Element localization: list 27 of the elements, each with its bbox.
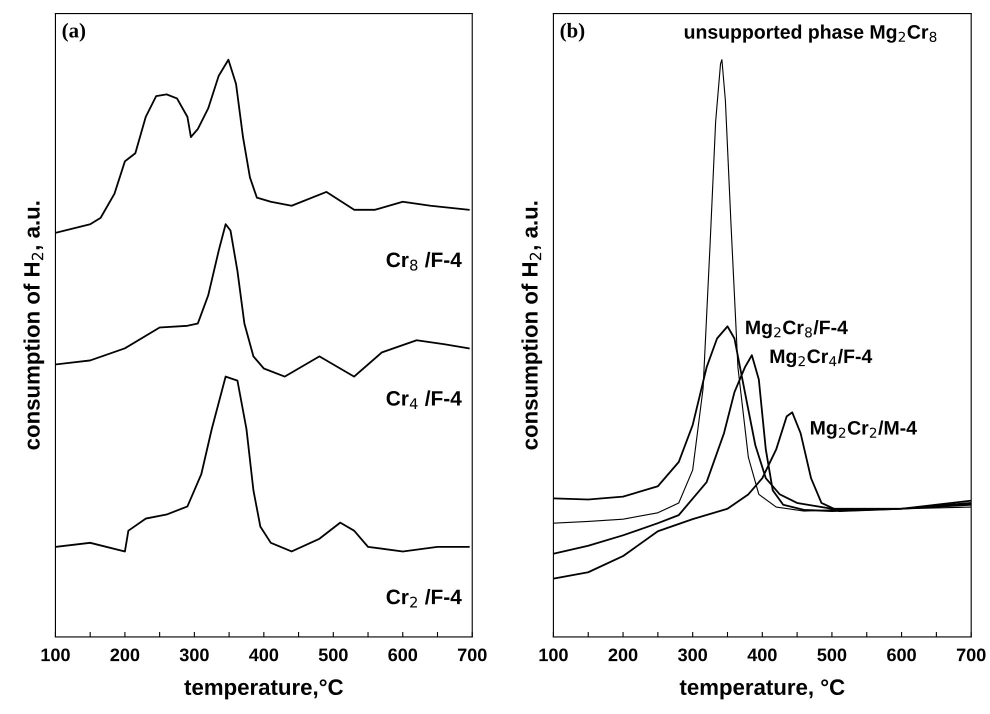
x-tick-label: 400 — [249, 648, 278, 662]
x-tick-label: 700 — [956, 648, 986, 662]
x-axis-title: temperature,°C — [184, 679, 344, 700]
x-tick-label: 400 — [748, 648, 777, 662]
series-label: Cr$_{4}$ /F-4 — [386, 390, 462, 409]
text: Cr$_{8}$ /F-4 — [386, 252, 462, 271]
x-tick-label: 100 — [539, 648, 568, 662]
x-tick-label: 600 — [388, 648, 418, 662]
x-tick-label: 700 — [458, 648, 487, 662]
text: unsupported phase Mg$_{2}$Cr$_{8}$ — [684, 24, 936, 43]
x-tick-label: 500 — [318, 648, 348, 662]
y-axis-title: consumption of H$_{2}$, a.u. — [23, 202, 44, 450]
series-label: Mg$_{2}$Cr$_{8}$/F-4 — [746, 320, 848, 338]
x-tick-label: 300 — [180, 648, 209, 662]
series-label: Cr$_{2}$ /F-4 — [386, 588, 462, 608]
series-label: Mg$_{2}$Cr$_{2}$/M-4 — [810, 420, 917, 439]
x-tick-label: 600 — [887, 648, 916, 662]
y-axis-title: consumption of H$_{2}$, a.u. — [521, 202, 542, 450]
x-tick-label: 100 — [42, 648, 70, 662]
text: (b) — [560, 22, 584, 42]
x-tick-label: 200 — [608, 648, 638, 662]
x-tick-label: 200 — [110, 648, 140, 662]
x-tick-label: 500 — [817, 648, 846, 662]
series-label: Mg$_{2}$Cr$_{4}$/F-4 — [770, 348, 872, 368]
x-axis-title: temperature, °C — [680, 679, 845, 700]
x-tick-label: 300 — [678, 648, 707, 662]
text: (a) — [62, 22, 86, 42]
